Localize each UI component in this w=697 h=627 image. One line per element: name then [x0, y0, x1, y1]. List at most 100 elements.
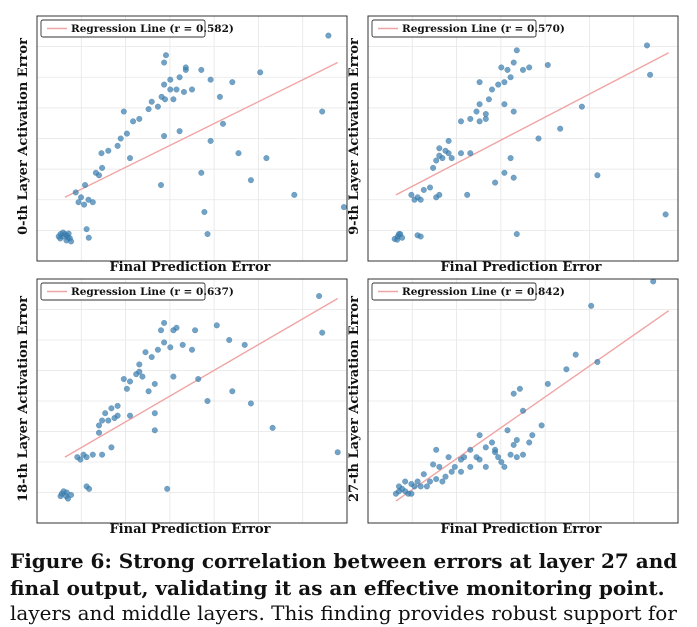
data-point [173, 324, 180, 331]
data-point [216, 93, 223, 100]
data-point [439, 478, 446, 485]
data-point [319, 329, 326, 336]
data-point [495, 454, 502, 461]
data-point [492, 446, 499, 453]
data-points [392, 278, 657, 497]
data-point [114, 402, 121, 409]
data-point [334, 449, 341, 456]
legend: Regression Line (r = 0.637) [40, 282, 234, 301]
data-point [176, 74, 183, 81]
data-point [161, 59, 168, 66]
data-point [89, 451, 96, 458]
data-point [95, 429, 103, 436]
data-point [394, 236, 401, 243]
data-point [291, 191, 298, 198]
data-point [114, 142, 121, 149]
plot-frame [36, 278, 348, 524]
data-point [516, 385, 523, 392]
figure: Regression Line (r = 0.582) Final Predict… [16, 15, 679, 537]
data-point [148, 98, 155, 105]
data-point [423, 483, 430, 490]
data-point [173, 86, 180, 93]
data-point [247, 400, 254, 407]
data-point [77, 194, 85, 201]
data-point [504, 427, 511, 434]
data-point [535, 135, 542, 142]
data-point [417, 196, 424, 203]
data-point [433, 157, 440, 164]
data-point [402, 478, 409, 485]
data-point [504, 66, 511, 73]
data-point [85, 196, 92, 203]
data-point [507, 155, 514, 162]
data-point [157, 327, 165, 334]
data-point [457, 468, 465, 475]
data-point [81, 201, 88, 208]
data-point [188, 86, 196, 93]
data-point [513, 454, 520, 461]
data-point [151, 427, 158, 434]
data-point [482, 463, 489, 470]
y-axis-title: 0-th Layer Activation Error [16, 38, 31, 235]
data-point [501, 101, 508, 108]
data-point [247, 177, 254, 184]
data-point [519, 66, 527, 73]
grid [37, 279, 347, 523]
plot-frame [36, 15, 348, 262]
data-point [198, 66, 205, 73]
panel-layer-0: Regression Line (r = 0.582) Final Predict… [16, 15, 348, 275]
data-point [235, 150, 242, 157]
data-point [85, 234, 92, 241]
data-point [476, 432, 483, 439]
data-point [442, 473, 449, 480]
legend-label: Regression Line (r = 0.842) [402, 286, 565, 298]
x-axis-title: Final Prediction Error [440, 260, 601, 275]
data-point [414, 478, 421, 485]
y-axis-title: 27-th Layer Activation Error [347, 296, 362, 502]
data-point [198, 169, 205, 176]
data-point [588, 302, 595, 309]
data-point [201, 208, 208, 216]
data-point [476, 101, 483, 108]
data-point [99, 164, 106, 171]
data-point [195, 375, 202, 383]
data-point [572, 351, 579, 358]
data-point [529, 432, 536, 439]
data-point [142, 349, 149, 356]
data-point [136, 368, 143, 375]
data-point [662, 211, 669, 218]
data-point [213, 322, 220, 329]
data-point [476, 79, 483, 86]
data-point [488, 439, 496, 446]
data-point [63, 489, 70, 496]
grid [37, 16, 347, 261]
data-point [229, 388, 236, 395]
data-point [408, 490, 415, 497]
plot-frame [367, 278, 679, 524]
legend-box [371, 282, 537, 301]
data-point [430, 164, 437, 171]
data-point [99, 417, 106, 424]
data-point [136, 361, 143, 368]
legend-box [40, 282, 206, 301]
data-point [83, 454, 90, 461]
data-point [151, 380, 158, 387]
data-point [319, 108, 326, 115]
data-point [485, 96, 492, 103]
data-point [170, 96, 177, 103]
data-point [182, 64, 189, 71]
data-point [161, 319, 168, 326]
data-point [426, 478, 434, 485]
data-point [340, 204, 347, 211]
legend-box [40, 19, 206, 38]
data-point [114, 412, 121, 419]
regression-line [64, 61, 339, 198]
data-point [467, 150, 474, 157]
data-point [179, 341, 186, 348]
data-point [130, 118, 137, 125]
data-point [510, 390, 517, 397]
data-point [117, 135, 124, 142]
x-axis-title: Final Prediction Error [109, 260, 270, 275]
data-point [192, 327, 199, 334]
data-point [510, 174, 517, 181]
